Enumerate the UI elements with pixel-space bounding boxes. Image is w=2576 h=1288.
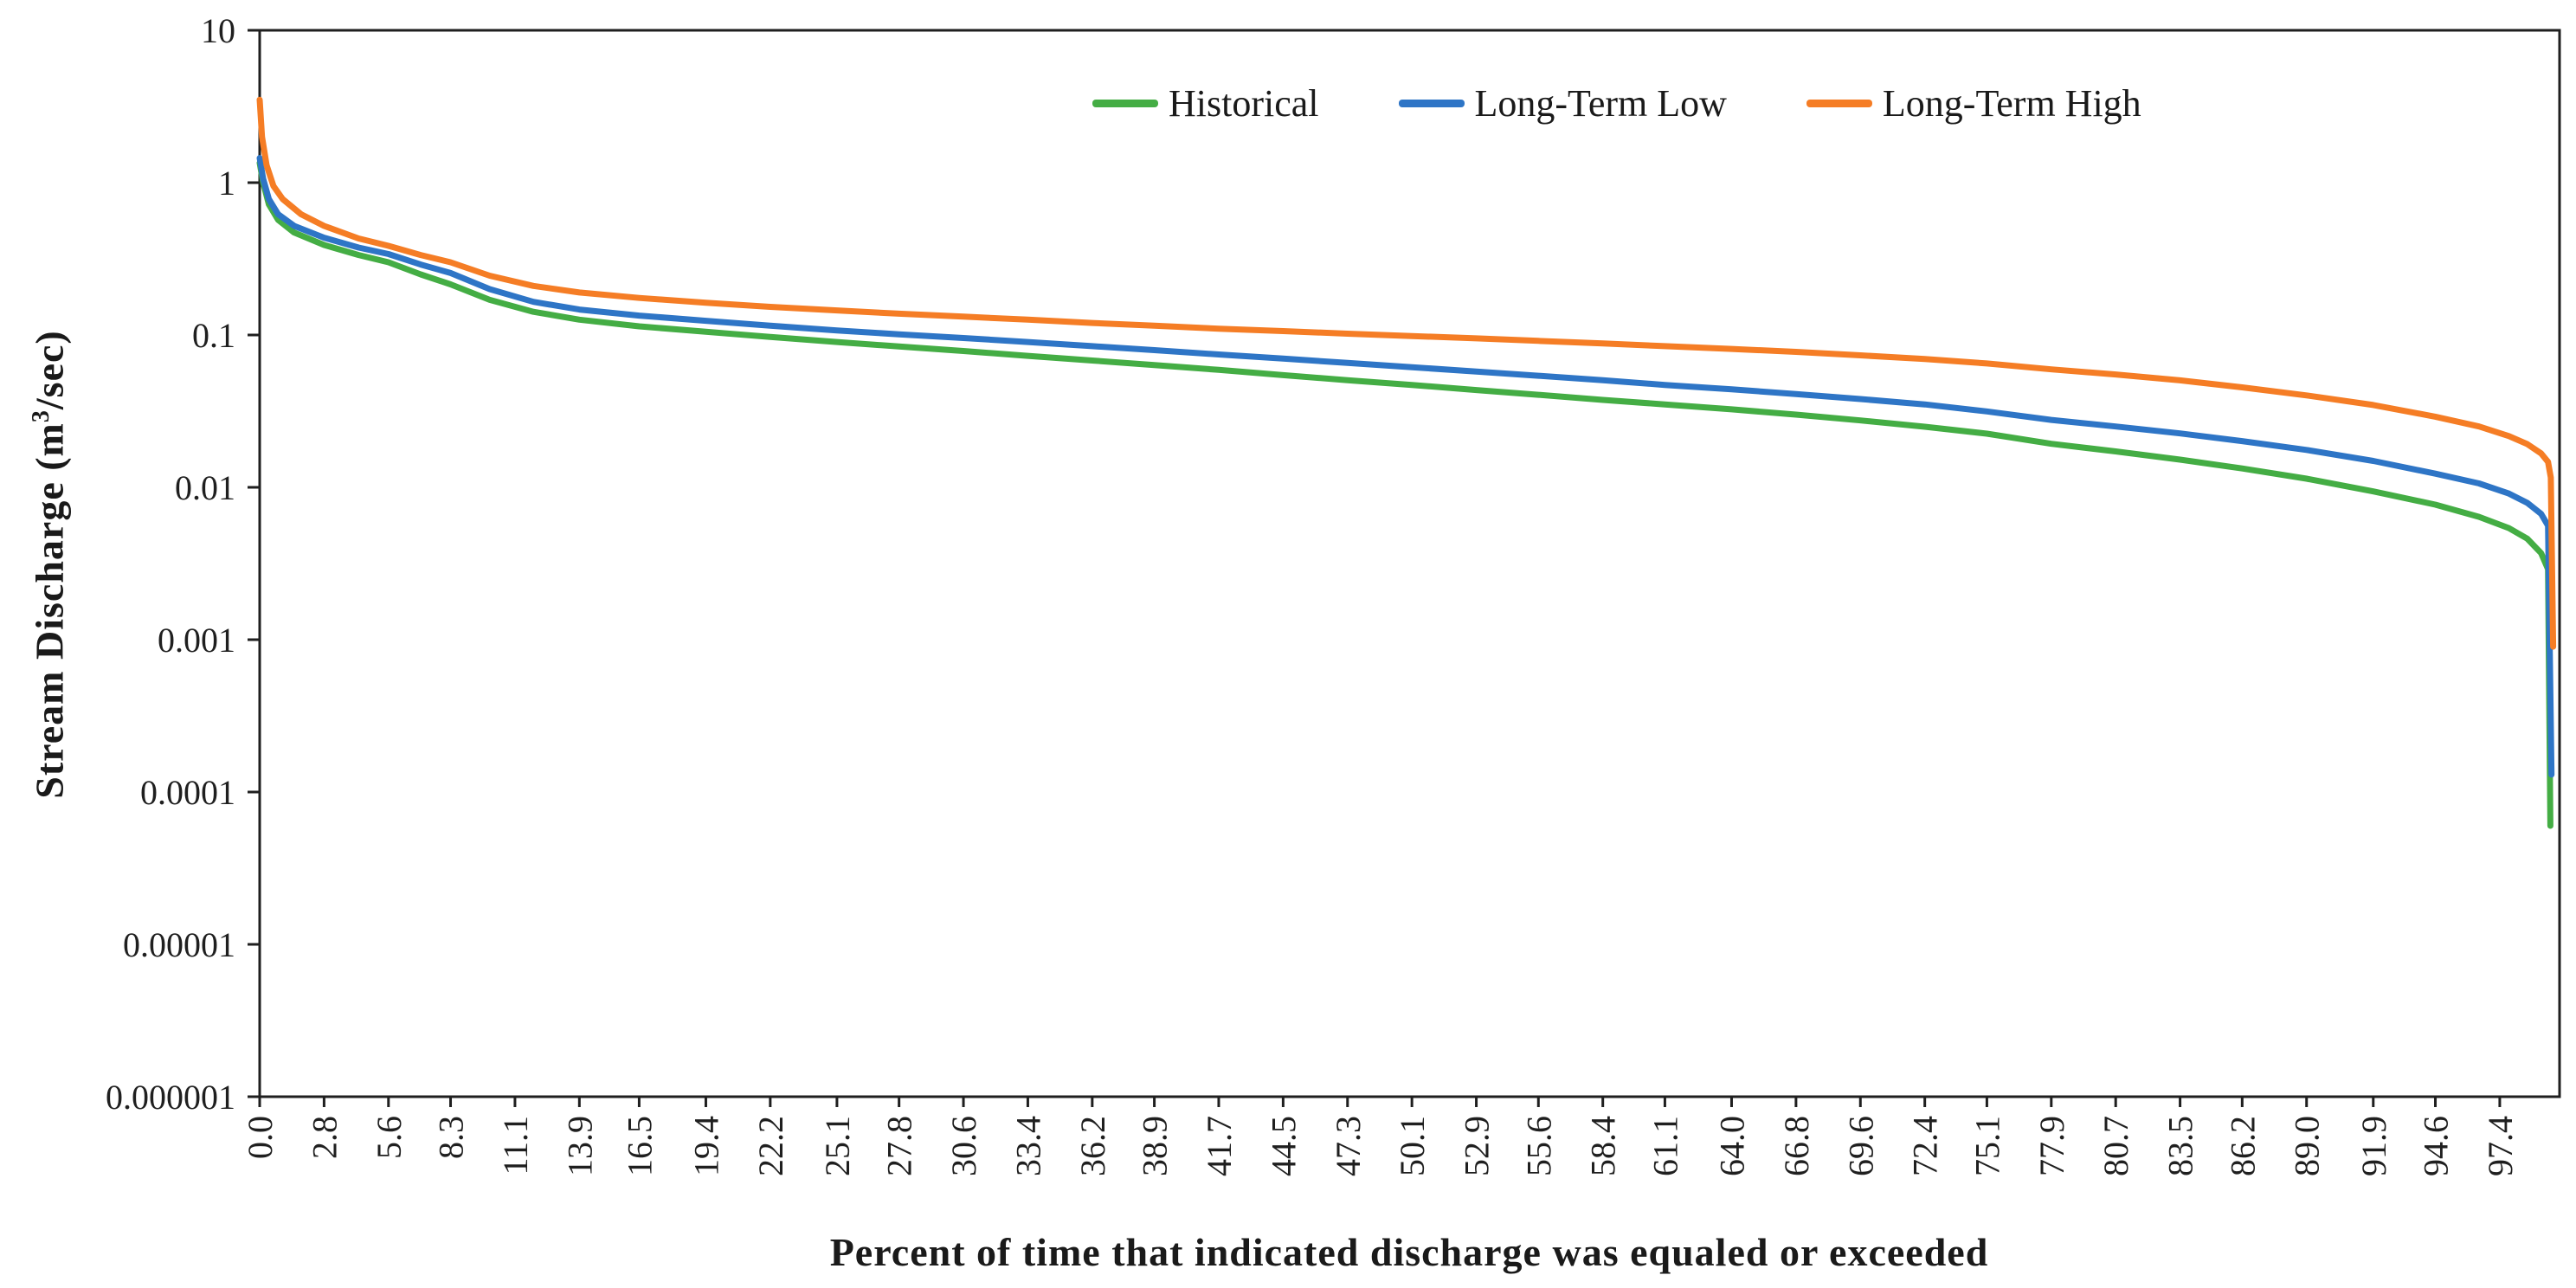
x-tick-label: 33.4 xyxy=(1008,1116,1047,1176)
x-tick-label: 19.4 xyxy=(686,1116,725,1176)
x-tick-label: 64.0 xyxy=(1712,1116,1751,1176)
x-tick-label: 13.9 xyxy=(560,1116,599,1176)
x-tick-label: 41.7 xyxy=(1200,1116,1239,1176)
legend-swatch-long-term-high xyxy=(1806,100,1872,107)
y-tick-label: 0.000001 xyxy=(106,1078,235,1117)
legend-label-long-term-high: Long-Term High xyxy=(1882,82,2141,125)
x-tick-label: 55.6 xyxy=(1519,1116,1558,1176)
x-tick-label: 69.6 xyxy=(1841,1116,1880,1176)
x-tick-label: 61.1 xyxy=(1645,1116,1684,1176)
y-tick-label: 10 xyxy=(201,11,235,50)
x-tick-label: 22.2 xyxy=(751,1116,790,1176)
x-tick-label: 86.2 xyxy=(2223,1116,2262,1176)
x-tick-label: 27.8 xyxy=(880,1116,919,1176)
x-tick-label: 16.5 xyxy=(620,1116,659,1176)
x-tick-label: 83.5 xyxy=(2161,1116,2200,1176)
x-axis-ticks: 0.0 2.8 5.6 8.3 11.1 13.9 16.5 19.4 22.2 25.1 27.8… xyxy=(241,1097,2520,1176)
legend-item-long-term-high: Long-Term High xyxy=(1806,81,2141,126)
x-tick-label: 52.9 xyxy=(1458,1116,1497,1176)
y-tick-label: 0.1 xyxy=(192,316,235,355)
legend-label-historical: Historical xyxy=(1169,82,1319,125)
x-tick-label: 44.5 xyxy=(1264,1116,1303,1176)
x-tick-label: 72.4 xyxy=(1906,1116,1945,1176)
x-tick-label: 47.3 xyxy=(1329,1116,1368,1176)
y-tick-label: 0.001 xyxy=(158,621,235,660)
y-tick-label: 0.00001 xyxy=(123,925,235,964)
legend-item-historical: Historical xyxy=(1092,81,1319,126)
y-axis-ticks: 10 1 0.1 0.01 0.001 0.0001 0.00001 0.000001 xyxy=(106,11,260,1117)
x-tick-label: 75.1 xyxy=(1967,1116,2006,1176)
legend-label-long-term-low: Long-Term Low xyxy=(1474,82,1727,125)
x-tick-label: 25.1 xyxy=(818,1116,857,1176)
data-series-curves xyxy=(256,96,2557,829)
curve-long-term-low xyxy=(256,155,2555,778)
y-tick-label: 0.01 xyxy=(175,468,235,507)
y-axis-title: Stream Discharge (m3/sec) xyxy=(27,330,72,799)
x-axis-title: Percent of time that indicated discharge… xyxy=(829,1230,1989,1274)
x-tick-label: 50.1 xyxy=(1393,1116,1432,1176)
x-tick-label: 80.7 xyxy=(2096,1116,2135,1176)
y-tick-label: 1 xyxy=(218,164,235,203)
legend-swatch-long-term-low xyxy=(1398,100,1465,107)
x-tick-label: 36.2 xyxy=(1073,1116,1112,1176)
x-tick-label: 58.4 xyxy=(1584,1116,1623,1176)
x-tick-label: 91.9 xyxy=(2354,1116,2393,1176)
x-tick-label: 97.4 xyxy=(2481,1116,2520,1176)
y-tick-label: 0.0001 xyxy=(140,773,235,812)
curve-long-term-high xyxy=(256,96,2557,650)
x-tick-label: 38.9 xyxy=(1136,1116,1175,1176)
x-tick-label: 94.6 xyxy=(2417,1116,2456,1176)
y-axis-title-superscript: 3 xyxy=(28,409,55,423)
legend-item-long-term-low: Long-Term Low xyxy=(1398,81,1727,126)
x-tick-label: 11.1 xyxy=(496,1116,535,1175)
legend: Historical Long-Term Low Long-Term High xyxy=(1092,81,2141,126)
plot-area-border xyxy=(258,29,2561,1098)
curve-historical xyxy=(256,159,2553,829)
legend-swatch-historical xyxy=(1092,100,1158,107)
x-tick-label: 66.8 xyxy=(1777,1116,1816,1176)
x-tick-label: 2.8 xyxy=(305,1116,344,1159)
x-tick-label: 5.6 xyxy=(370,1116,409,1159)
x-tick-label: 77.9 xyxy=(2032,1116,2071,1176)
x-tick-label: 30.6 xyxy=(944,1116,983,1176)
x-tick-label: 0.0 xyxy=(241,1116,280,1159)
x-tick-label: 8.3 xyxy=(432,1116,471,1159)
x-tick-label: 89.0 xyxy=(2288,1116,2327,1176)
